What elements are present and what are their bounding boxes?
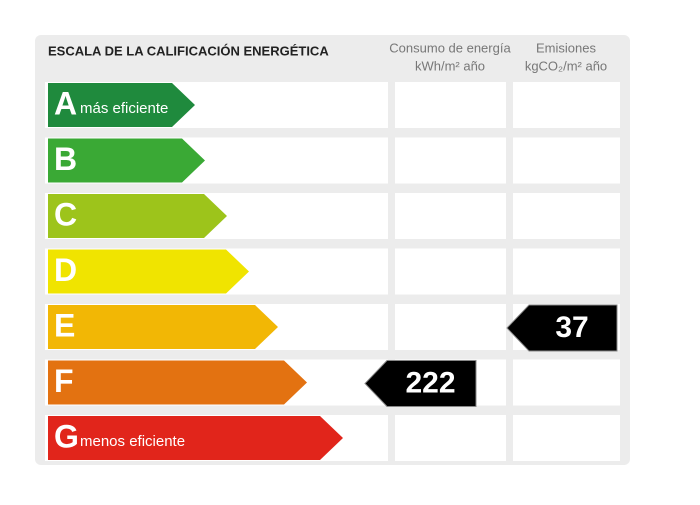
consumption-cell [395, 137, 506, 184]
rating-letter: D [54, 252, 77, 288]
column-unit: kgCO₂/m² año [525, 58, 607, 73]
rating-arrow [48, 416, 343, 460]
value-arrow [506, 304, 618, 352]
value-arrow [364, 360, 477, 407]
emissions-cell [513, 137, 620, 184]
rating-arrow [48, 83, 195, 127]
rating-arrow [48, 249, 249, 294]
column-header: Consumo de energía [389, 40, 511, 55]
emissions-cell [513, 82, 620, 128]
rating-arrow [48, 305, 278, 349]
rating-letter: C [54, 196, 77, 232]
rating-letter: G [54, 418, 79, 454]
consumption-cell [395, 415, 506, 461]
emissions-cell [513, 359, 620, 406]
rating-letter: B [54, 141, 77, 177]
rating-letter: F [54, 363, 74, 399]
emissions-cell [513, 193, 620, 239]
column-header: Emisiones [536, 40, 596, 55]
emissions-cell [513, 415, 620, 461]
title: ESCALA DE LA CALIFICACIÓN ENERGÉTICA [48, 43, 329, 58]
emissions-cell [513, 248, 620, 295]
rating-letter: E [54, 307, 75, 343]
value: 222 [405, 366, 455, 399]
value: 37 [555, 311, 588, 344]
rating-arrow [48, 138, 205, 183]
consumption-cell [395, 304, 506, 350]
rating-note: menos eficiente [80, 433, 185, 450]
consumption-cell [395, 82, 506, 128]
consumption-cell [395, 248, 506, 295]
column-unit: kWh/m² año [415, 58, 485, 73]
rating-note: más eficiente [80, 100, 168, 117]
rating-letter: A [54, 85, 77, 121]
rating-arrow [48, 194, 227, 238]
consumption-cell [395, 193, 506, 239]
rating-arrow [48, 360, 307, 405]
